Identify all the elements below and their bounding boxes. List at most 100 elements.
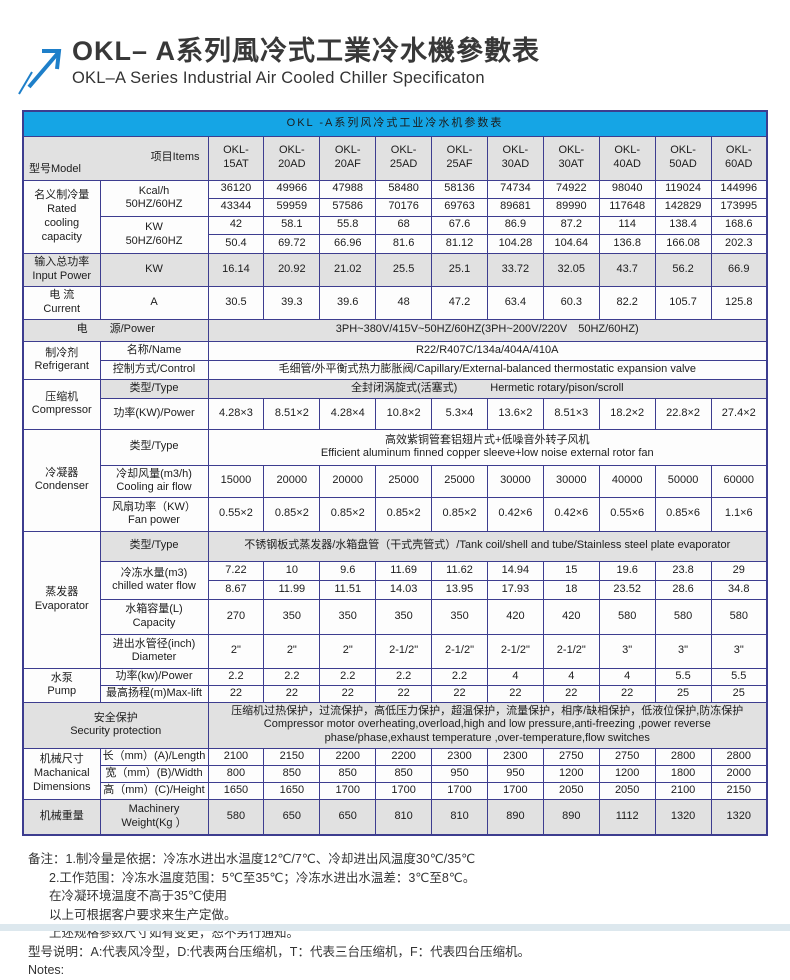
value-cell: 890: [486, 798, 544, 836]
value-cell: 47988: [319, 179, 377, 199]
value-cell: 58136: [431, 179, 488, 199]
value-cell: 28.6: [654, 579, 712, 600]
section-pump: 水泵 Pump: [22, 667, 101, 703]
value-cell: 2.2: [431, 667, 488, 686]
value-cell: 10: [263, 560, 321, 581]
value-cell: 34.8: [710, 579, 768, 600]
item-evaporator-water: 冷冻水量(m3) chilled water flow: [99, 560, 209, 600]
value-cell: 22: [319, 684, 377, 703]
value-cell: 30.5: [207, 285, 265, 320]
refrigerant-name-row: 制冷剂 Refrigerant 名称/Name R22/R407C/134a/4…: [22, 340, 768, 380]
value-cell: 0.85×2: [263, 496, 321, 532]
value-cell: 125.8: [710, 285, 768, 320]
value-cell: 1700: [375, 781, 433, 800]
item-weight: Machinery Weight(Kg ）: [99, 798, 209, 836]
weight-row: 机械重量 Machinery Weight(Kg ） 580 650 650 810 8…: [22, 798, 768, 836]
value-cell: 55.8: [319, 215, 377, 235]
value-cell: 58480: [375, 179, 433, 199]
value-cell: 18: [542, 579, 600, 600]
value-cell: 20.92: [263, 252, 321, 287]
condenser-fan-row: 风扇功率（KW） Fan power 0.55×2 0.85×2 0.85×2 0.8…: [23, 496, 768, 532]
evaporator-diameter-row: 进出水管径(inch) Diameter 2" 2" 2" 2-1/2" 2-1/2" 2…: [23, 633, 768, 669]
value-cell: 850: [375, 764, 433, 783]
value-cell: 0.42×6: [486, 496, 544, 532]
item-evaporator-diameter: 进出水管径(inch) Diameter: [99, 633, 209, 669]
value-cell: 66.9: [710, 252, 768, 287]
value-cell: 22: [486, 684, 544, 703]
item-evaporator-capacity: 水箱容量(L) Capacity: [99, 598, 209, 635]
value-cell: 2100: [207, 747, 265, 766]
corner-cell: 型号Model 项目Items: [22, 135, 209, 181]
value-cell: 5.3×4: [431, 397, 488, 430]
item-pump-lift: 最高扬程(m)Max-lift: [99, 684, 209, 703]
model-header-cell: OKL- 25AF: [431, 135, 488, 181]
value-cell: 202.3: [710, 233, 768, 254]
value-cell: 49966: [263, 179, 321, 199]
notes-block: 备注：1.制冷量是依据：冷冻水进出水温度12℃/7℃、冷却进出风温度30℃/35…: [28, 850, 790, 980]
value-cell: 104.28: [486, 233, 544, 254]
value-cell: 2800: [710, 747, 768, 766]
value-cell: 580: [598, 598, 656, 635]
value-cell: 950: [486, 764, 544, 783]
value-cell: 2750: [542, 747, 600, 766]
value-cell: 3": [598, 633, 656, 669]
value-cell: 23.8: [654, 560, 712, 581]
value-cell: 580: [654, 598, 712, 635]
value-cell: 60000: [710, 464, 768, 498]
section-input-power: 输入总功率 Input Power: [22, 252, 101, 287]
value-cell: 67.6: [431, 215, 488, 235]
value-cell: 0.85×2: [431, 496, 488, 532]
value-cell: 20000: [263, 464, 321, 498]
value-cell: 2050: [598, 781, 656, 800]
evaporator-water-50hz-row: 冷冻水量(m3) chilled water flow 7.22 10 9.6 11.…: [23, 560, 768, 600]
compressor-type-value: 全封闭涡旋式(活塞式) Hermetic rotary/pison/scroll: [207, 378, 768, 399]
model-header-cell: OKL- 30AD: [486, 135, 544, 181]
value-cell: 15000: [207, 464, 265, 498]
value-cell: 2000: [710, 764, 768, 783]
item-condenser-type: 类型/Type: [99, 428, 209, 466]
value-cell: 39.3: [263, 285, 321, 320]
model-header-cell: OKL- 15AT: [207, 135, 265, 181]
section-refrigerant: 制冷剂 Refrigerant: [22, 340, 101, 380]
value-cell: 2": [263, 633, 321, 669]
note-line: 备注：1.制冷量是依据：冷冻水进出水温度12℃/7℃、冷却进出风温度30℃/35…: [28, 852, 476, 867]
value-cell: 50.4: [207, 233, 265, 254]
value-cell: 22: [542, 684, 600, 703]
value-cell: 7.22: [207, 560, 265, 581]
section-rated-cooling: 名义制冷量 Rated cooling capacity: [22, 179, 101, 254]
value-cell: 89990: [542, 197, 600, 217]
value-cell: 1700: [431, 781, 488, 800]
value-cell: 2200: [319, 747, 377, 766]
model-header-cell: OKL- 40AD: [598, 135, 656, 181]
page-bottom-strip: [0, 924, 790, 931]
section-compressor: 压缩机 Compressor: [22, 378, 101, 430]
value-cell: 14.94: [486, 560, 544, 581]
value-cell: 2.2: [263, 667, 321, 686]
item-current-unit: A: [99, 285, 209, 320]
section-weight: 机械重量: [22, 798, 101, 836]
value-cell: 1112: [598, 798, 656, 836]
pump-lift-row: 最高扬程(m)Max-lift 22 22 22 22 22 22 22 22 25 25: [23, 684, 768, 703]
value-cell: 25: [710, 684, 768, 703]
section-evaporator: 蒸发器 Evaporator: [22, 530, 101, 669]
value-cell: 2-1/2": [375, 633, 433, 669]
spec-table: OKL -A系列风冷式工业冷水机参数表 型号Model 项目Items OKL-…: [22, 110, 768, 837]
value-cell: 69.72: [263, 233, 321, 254]
value-cell: 14.03: [375, 579, 433, 600]
value-cell: 1650: [263, 781, 321, 800]
value-cell: 4.28×3: [207, 397, 265, 430]
value-cell: 23.52: [598, 579, 656, 600]
evaporator-type-value: 不锈钢板式蒸发器/水箱盘管（干式壳管式）/Tank coil/shell and…: [207, 530, 768, 562]
value-cell: 1700: [486, 781, 544, 800]
value-cell: 63.4: [486, 285, 544, 320]
value-cell: 2-1/2": [542, 633, 600, 669]
item-refrigerant-control: 控制方式/Control: [99, 359, 209, 380]
page-header: OKL– A系列風冷式工業冷水機參數表 OKL–A Series Industr…: [0, 0, 790, 98]
value-cell: 4: [542, 667, 600, 686]
value-cell: 56.2: [654, 252, 712, 287]
value-cell: 2800: [654, 747, 712, 766]
item-width: 宽（mm）(B)/Width: [99, 764, 209, 783]
value-cell: 50000: [654, 464, 712, 498]
model-header-cell: OKL- 60AD: [710, 135, 768, 181]
value-cell: 2.2: [375, 667, 433, 686]
